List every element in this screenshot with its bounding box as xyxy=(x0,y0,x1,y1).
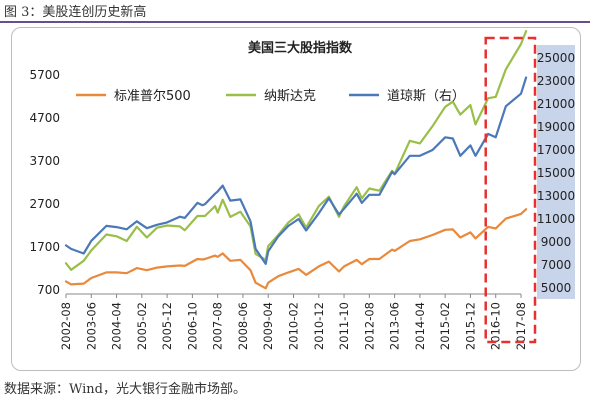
x-tick-label: 2003-06 xyxy=(84,302,98,350)
chart-title: 美国三大股指指数 xyxy=(248,40,353,56)
x-tick-label: 2010-12 xyxy=(312,302,326,350)
left-tick-label: 2700 xyxy=(29,197,60,211)
x-tick-label: 2012-08 xyxy=(362,302,376,350)
right-tick-label: 9000 xyxy=(541,235,572,249)
right-tick-label: 13000 xyxy=(537,189,575,203)
right-tick-label: 21000 xyxy=(537,97,575,111)
x-tick-label: 2006-10 xyxy=(185,302,199,350)
caption-rule xyxy=(0,21,590,23)
x-tick-label: 2014-04 xyxy=(413,302,427,350)
left-axis-ticks: 700 1700 2700 3700 4700 5700 xyxy=(29,68,60,297)
x-tick-label: 2015-02 xyxy=(438,302,452,350)
right-axis-band xyxy=(537,45,575,299)
legend: 标准普尔500 纳斯达克 道琼斯（右） xyxy=(76,89,465,104)
x-tick-label: 2005-12 xyxy=(160,302,174,350)
series-line-3 xyxy=(64,76,528,265)
right-tick-label: 23000 xyxy=(537,74,575,88)
x-tick-label: 2009-04 xyxy=(261,302,275,350)
x-tick-label: 2016-10 xyxy=(489,302,503,350)
left-tick-label: 3700 xyxy=(29,154,60,168)
highlight-box xyxy=(484,36,537,344)
x-axis: 2002-08 2003-06 2004-04 2005-02 2005-12 2006-… xyxy=(59,293,528,350)
left-tick-label: 700 xyxy=(37,283,60,297)
x-tick-label: 2007-08 xyxy=(211,302,225,350)
source-note: 数据来源：Wind，光大银行金融市场部。 xyxy=(4,382,246,397)
x-tick-label: 2013-06 xyxy=(388,302,402,350)
legend-label: 道琼斯（右） xyxy=(387,89,465,104)
right-tick-label: 17000 xyxy=(537,143,575,157)
series-lines xyxy=(64,30,528,290)
x-tick-label: 2011-10 xyxy=(337,302,351,350)
right-tick-label: 11000 xyxy=(537,212,575,226)
x-tick-label: 2002-08 xyxy=(59,302,73,350)
left-tick-label: 5700 xyxy=(29,68,60,82)
x-tick-label: 2017-08 xyxy=(514,302,528,350)
series-line-1 xyxy=(64,208,528,290)
series-line-2 xyxy=(64,30,528,271)
x-tick-label: 2004-04 xyxy=(110,302,124,350)
right-tick-label: 25000 xyxy=(537,51,575,65)
right-tick-label: 19000 xyxy=(537,120,575,134)
figure-caption: 图 3：美股连创历史新高 xyxy=(4,5,147,20)
legend-label: 标准普尔500 xyxy=(114,89,191,104)
x-tick-label: 2005-02 xyxy=(135,302,149,350)
right-tick-label: 7000 xyxy=(541,258,572,272)
left-tick-label: 1700 xyxy=(29,240,60,254)
right-axis-shade xyxy=(537,45,575,299)
right-tick-label: 5000 xyxy=(541,281,572,295)
x-tick-label: 2010-02 xyxy=(287,302,301,350)
left-tick-label: 4700 xyxy=(29,111,60,125)
right-axis-ticks: 5000 7000 9000 11000 13000 15000 17000 19000 210… xyxy=(537,51,575,295)
highlight-rect xyxy=(484,36,537,344)
right-tick-label: 15000 xyxy=(537,166,575,180)
x-tick-label: 2008-06 xyxy=(236,302,250,350)
x-tick-label: 2015-12 xyxy=(463,302,477,350)
legend-label: 纳斯达克 xyxy=(264,89,316,104)
